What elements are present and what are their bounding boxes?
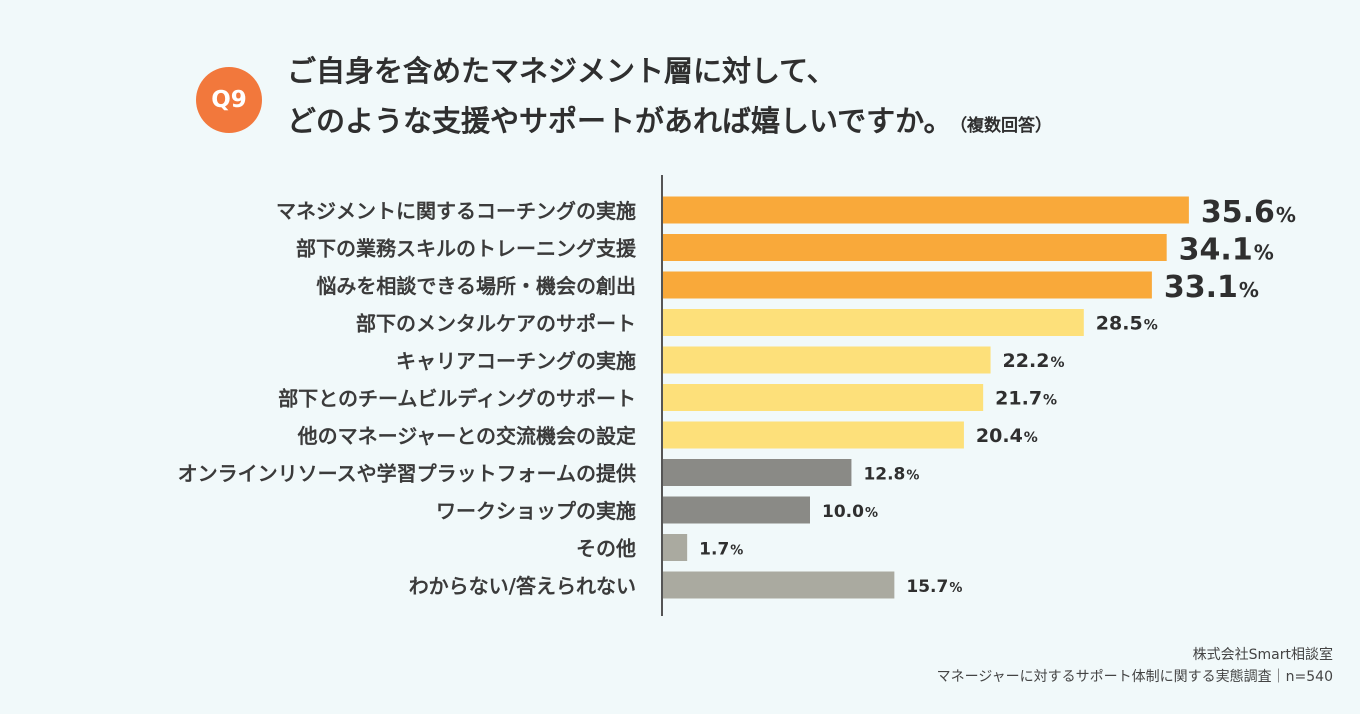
bar (662, 346, 991, 374)
title-line-2: どのような支援やサポートがあれば嬉しいですか。 （複数回答） (287, 96, 1052, 151)
value-number: 22.2 (1003, 350, 1050, 372)
value-unit: % (865, 506, 878, 521)
value-label: 1.7% (699, 540, 743, 560)
value-label: 33.1% (1164, 270, 1259, 305)
question-badge: Q9 (196, 67, 262, 133)
bar (662, 421, 964, 449)
value-label: 15.7% (906, 577, 962, 597)
value-unit: % (949, 581, 962, 596)
bar (662, 196, 1189, 224)
category-label: わからない/答えられない (409, 574, 636, 598)
value-number: 1.7 (699, 540, 729, 560)
value-label: 20.4% (976, 425, 1038, 447)
value-label: 35.6% (1201, 195, 1296, 230)
category-label: 悩みを相談できる場所・機会の創出 (316, 274, 636, 298)
bar (662, 534, 688, 561)
value-unit: % (1254, 241, 1274, 265)
category-label: オンラインリソースや学習プラットフォームの提供 (178, 462, 636, 486)
value-label: 34.1% (1179, 233, 1274, 268)
value-unit: % (1043, 393, 1057, 409)
value-number: 28.5 (1096, 313, 1143, 335)
category-label: ワークショップの実施 (436, 499, 636, 523)
source-info: 株式会社Smart相談室 マネージャーに対するサポート体制に関する実態調査｜n=… (937, 644, 1333, 688)
value-number: 21.7 (995, 388, 1042, 410)
bar (662, 571, 895, 599)
source-company: 株式会社Smart相談室 (1192, 647, 1333, 663)
value-unit: % (1024, 430, 1038, 446)
value-label: 21.7% (995, 388, 1057, 410)
category-label: その他 (576, 537, 636, 561)
bar (662, 271, 1152, 299)
bar (662, 496, 810, 524)
category-label: 部下のメンタルケアのサポート (356, 312, 636, 336)
bar (662, 459, 852, 486)
value-number: 10.0 (822, 502, 864, 522)
value-unit: % (1050, 355, 1064, 371)
value-number: 33.1 (1164, 270, 1238, 305)
question-title: ご自身を含めたマネジメント層に対して、 どのような支援やサポートがあれば嬉しいで… (287, 46, 1052, 151)
bar (662, 234, 1167, 261)
bar (662, 384, 984, 411)
value-unit: % (730, 544, 743, 559)
value-number: 15.7 (906, 577, 948, 597)
value-label: 28.5% (1096, 313, 1158, 335)
value-number: 12.8 (863, 465, 905, 485)
value-label: 12.8% (863, 465, 919, 485)
value-unit: % (1144, 318, 1158, 334)
title-line-1: ご自身を含めたマネジメント層に対して、 (287, 54, 836, 88)
multiple-answer-note: （複数回答） (958, 116, 1053, 136)
value-number: 35.6 (1201, 195, 1275, 230)
value-unit: % (1239, 278, 1259, 302)
bar (662, 309, 1084, 336)
value-label: 10.0% (822, 502, 878, 522)
value-label: 22.2% (1003, 350, 1065, 372)
value-unit: % (906, 469, 919, 484)
category-label: 部下とのチームビルディングのサポート (278, 387, 636, 411)
value-unit: % (1276, 203, 1296, 227)
value-number: 20.4 (976, 425, 1023, 447)
title-line-2-text: どのような支援やサポートがあれば嬉しいですか。 (287, 104, 953, 138)
category-label: 部下の業務スキルのトレーニング支援 (296, 237, 637, 261)
source-survey: マネージャーに対するサポート体制に関する実態調査｜n=540 (936, 669, 1333, 685)
category-label: マネジメントに関するコーチングの実施 (276, 199, 636, 223)
category-label: 他のマネージャーとの交流機会の設定 (297, 424, 636, 448)
value-number: 34.1 (1179, 233, 1253, 268)
category-label: キャリアコーチングの実施 (396, 349, 636, 373)
